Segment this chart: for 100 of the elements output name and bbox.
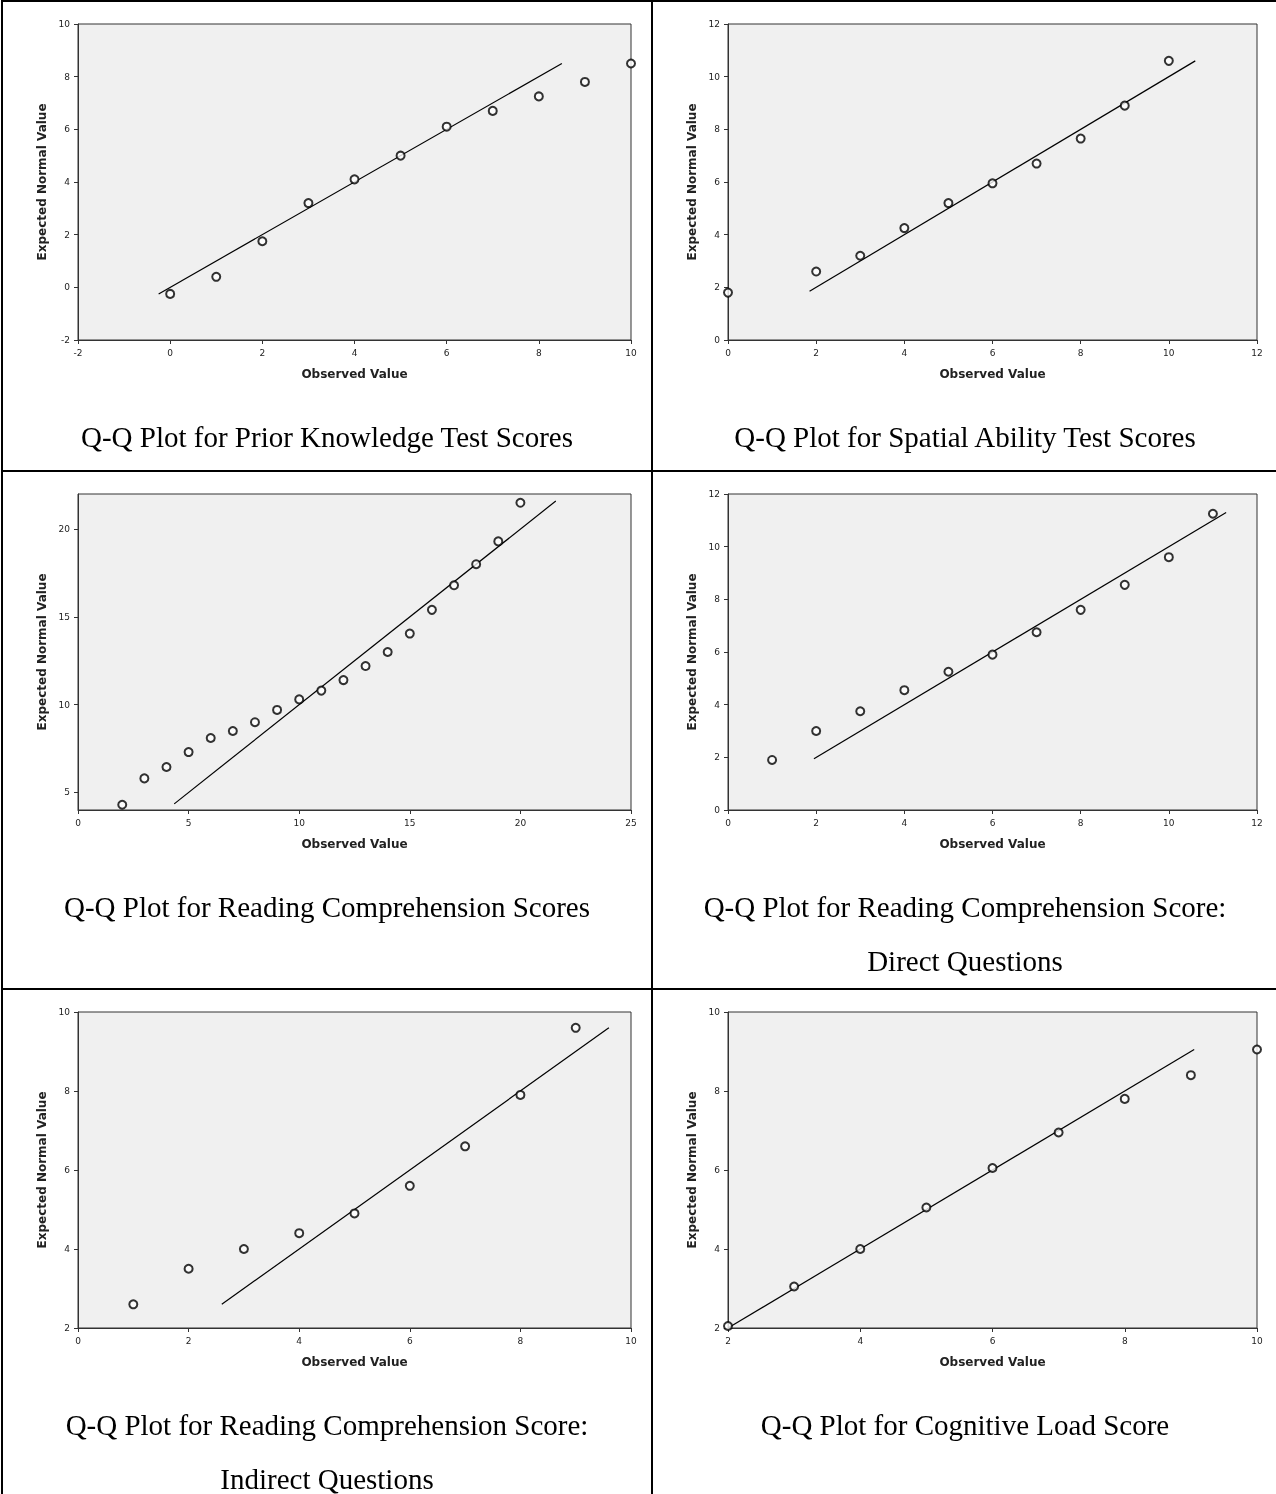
- text: Q-Q Plot for Reading Comprehension Scores: [63, 890, 591, 925]
- y-tick-label: 8: [64, 71, 71, 82]
- point: [382, 647, 393, 657]
- y-tick-label: -2: [61, 335, 70, 345]
- point: [1163, 552, 1174, 563]
- point: [515, 1089, 526, 1100]
- y-axis-title: Expected Normal Value: [34, 573, 49, 731]
- x-tick-label: -2: [73, 347, 83, 358]
- y-axis-title: Expected Normal Value: [34, 103, 49, 261]
- point: [1119, 579, 1130, 590]
- point: [789, 1281, 800, 1292]
- text: Q-Q Plot for Reading Comprehension Score: Indirect Questions: [64, 1408, 590, 1494]
- point: [1207, 508, 1218, 519]
- x-tick-label: 10: [625, 347, 637, 358]
- point: [987, 649, 998, 660]
- y-tick-label: 2: [64, 229, 70, 240]
- point: [811, 266, 822, 277]
- x-tick-label: 2: [725, 1335, 731, 1346]
- y-tick-label: 8: [714, 1086, 721, 1096]
- y-tick-label: 4: [714, 699, 721, 710]
- y-tick-label: 10: [708, 541, 721, 552]
- y-tick-label: 2: [714, 282, 720, 293]
- x-tick-label: 0: [725, 817, 732, 828]
- text: Q-Q Plot for Prior Knowledge Test Scores: [80, 420, 574, 455]
- y-tick-label: 12: [708, 19, 720, 29]
- point: [460, 1141, 471, 1152]
- point: [533, 91, 544, 102]
- point: [117, 799, 128, 810]
- point: [943, 198, 954, 209]
- point: [899, 223, 910, 234]
- y-tick-label: 10: [58, 699, 71, 710]
- point: [767, 754, 778, 765]
- y-tick-label: 15: [58, 611, 70, 622]
- x-tick-label: 6: [443, 347, 450, 358]
- point: [205, 733, 216, 744]
- x-tick-label: 6: [989, 347, 996, 358]
- x-tick-label: 8: [1121, 1335, 1128, 1346]
- y-tick-label: 10: [58, 19, 71, 29]
- y-tick-label: 6: [714, 1165, 721, 1175]
- y-tick-label: 2: [714, 752, 720, 763]
- y-tick-label: 4: [714, 1244, 721, 1254]
- point: [211, 271, 222, 282]
- x-tick-label: 10: [1163, 347, 1175, 358]
- point: [1053, 1127, 1064, 1138]
- y-axis-title: Expected Normal Value: [684, 103, 699, 261]
- y-tick-label: 4: [64, 1244, 71, 1254]
- x-axis-title: Observed Value: [301, 1355, 408, 1369]
- x-tick-label: 6: [406, 1335, 413, 1346]
- point: [943, 666, 954, 677]
- y-tick-label: 10: [58, 1007, 71, 1017]
- point: [987, 1163, 998, 1174]
- point: [1185, 1070, 1196, 1081]
- point: [723, 287, 733, 298]
- x-tick-label: 12: [1251, 817, 1263, 828]
- x-tick-label: 8: [535, 347, 542, 358]
- point: [1119, 100, 1130, 111]
- text: Q-Q Plot for Spatial Ability Test Scores: [733, 420, 1197, 455]
- x-tick-label: 10: [1251, 1335, 1263, 1346]
- point: [1119, 1093, 1130, 1104]
- point: [395, 150, 406, 161]
- y-tick-label: 8: [714, 594, 721, 605]
- x-tick-label: 8: [517, 1335, 524, 1346]
- x-axis-title: Observed Value: [301, 367, 408, 381]
- point: [449, 580, 460, 591]
- y-tick-label: 4: [64, 177, 71, 187]
- point: [426, 604, 437, 615]
- point: [1031, 627, 1042, 638]
- y-tick-label: 6: [64, 124, 71, 135]
- point: [579, 76, 590, 87]
- x-tick-label: 2: [259, 347, 266, 358]
- x-tick-label: 25: [625, 817, 637, 828]
- y-tick-label: 0: [64, 282, 71, 293]
- x-tick-label: 6: [989, 817, 996, 828]
- x-tick-label: 10: [293, 817, 306, 828]
- x-tick-label: 12: [1251, 347, 1263, 358]
- y-tick-label: 6: [64, 1165, 71, 1175]
- point: [272, 704, 283, 715]
- y-tick-label: 5: [64, 787, 70, 798]
- point: [183, 1263, 194, 1274]
- x-tick-label: 10: [1163, 817, 1175, 828]
- x-tick-label: 2: [185, 1335, 192, 1346]
- y-tick-label: 10: [708, 1007, 721, 1017]
- text: Q-Q Plot for Cognitive Load Score: [759, 1408, 1171, 1443]
- point: [360, 661, 371, 672]
- x-tick-label: 15: [404, 817, 416, 828]
- y-tick-label: 12: [708, 489, 720, 499]
- text: Q-Q Plot for Reading Comprehension Score: Direct Questions: [702, 890, 1228, 979]
- point: [294, 694, 305, 705]
- point: [987, 178, 998, 189]
- point: [921, 1202, 932, 1213]
- x-tick-label: 4: [296, 1335, 303, 1346]
- x-tick-label: 4: [901, 817, 908, 828]
- point: [249, 717, 260, 728]
- x-axis-title: Observed Value: [939, 1355, 1046, 1369]
- point: [1075, 604, 1086, 615]
- y-axis-title: Expected Normal Value: [34, 1091, 49, 1249]
- y-tick-label: 20: [58, 524, 71, 535]
- x-axis-title: Observed Value: [301, 837, 408, 851]
- point: [1031, 158, 1042, 169]
- x-axis-title: Observed Value: [939, 367, 1046, 381]
